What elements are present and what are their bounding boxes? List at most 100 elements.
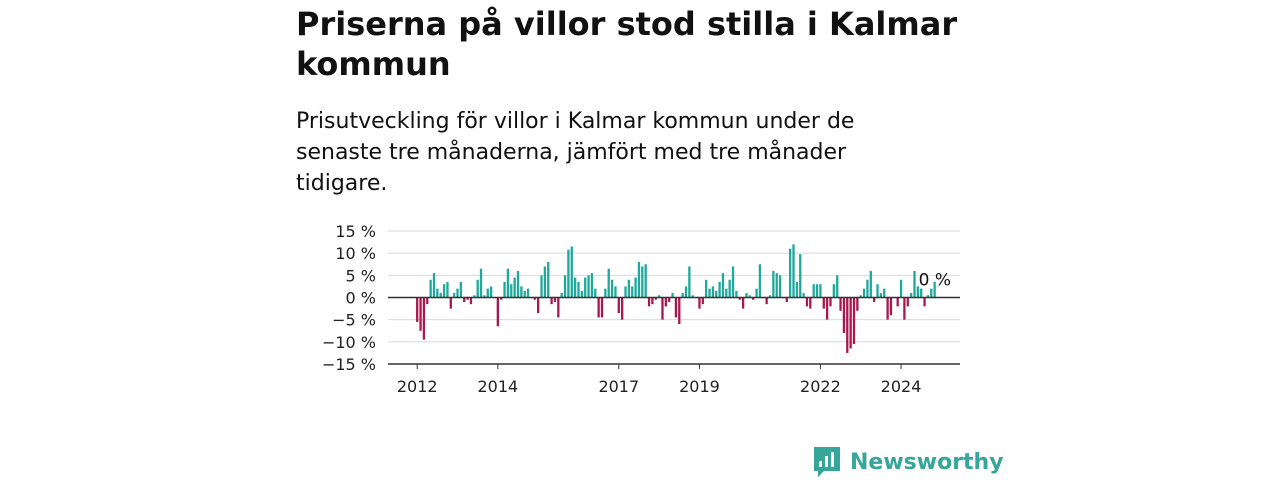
bar: [708, 288, 711, 298]
bar: [604, 288, 607, 298]
bar: [721, 273, 725, 298]
bar: [567, 249, 570, 298]
bar: [678, 297, 681, 325]
bar: [439, 293, 442, 298]
bar: [641, 266, 644, 298]
bar: [805, 297, 809, 307]
bar: [513, 277, 516, 298]
bar: [795, 281, 799, 298]
bar: [758, 264, 762, 298]
bar: [654, 297, 657, 300]
bar: [537, 297, 540, 314]
bar: [617, 297, 620, 314]
bar: [577, 281, 580, 298]
bar: [711, 286, 715, 298]
bar: [741, 297, 745, 309]
bar: [621, 297, 624, 320]
bar: [822, 297, 825, 309]
bar: [829, 297, 832, 307]
bar: [681, 293, 684, 298]
bar: [815, 284, 819, 298]
bar: [668, 297, 671, 302]
bar: [671, 293, 674, 298]
bar: [607, 268, 610, 298]
bar: [839, 297, 842, 311]
bar: [446, 281, 449, 298]
end-value-label: 0 %: [919, 271, 951, 291]
bar: [886, 297, 889, 320]
bar: [627, 279, 631, 298]
bar: [637, 262, 641, 298]
bar: [644, 264, 647, 298]
brand-name: Newsworthy: [850, 449, 1004, 475]
bar: [661, 297, 664, 320]
bar: [674, 297, 678, 318]
bar: [506, 268, 510, 298]
bar: [600, 297, 604, 318]
bar: [772, 270, 775, 298]
bar: [651, 297, 654, 305]
bar: [533, 297, 536, 300]
bar: [570, 246, 573, 298]
bar: [701, 297, 704, 305]
chart-title: Priserna på villor stod stilla i Kalmar …: [296, 5, 958, 83]
bar: [731, 266, 735, 298]
bar: [718, 281, 721, 298]
bar: [547, 262, 550, 298]
bar: [587, 275, 590, 298]
bar: [684, 286, 688, 298]
bar: [876, 284, 879, 298]
x-tick-label: 2012: [397, 377, 438, 396]
bar: [738, 297, 741, 300]
bar: [775, 273, 778, 298]
bar: [819, 284, 822, 298]
bar: [832, 284, 835, 298]
bar: [476, 279, 479, 298]
bar: [631, 286, 634, 298]
bar: [634, 277, 637, 298]
bar: [906, 297, 909, 307]
bar: [883, 288, 886, 298]
bar: [563, 275, 567, 298]
bar: [789, 248, 792, 298]
bar: [584, 277, 587, 298]
bar: [553, 297, 557, 302]
bar: [516, 270, 520, 298]
bar: [909, 293, 913, 298]
y-tick-label: −10 %: [322, 333, 376, 352]
y-tick-label: 5 %: [346, 266, 376, 285]
bar: [688, 266, 691, 298]
bar: [419, 297, 422, 331]
bar: [557, 297, 560, 318]
bar: [842, 297, 846, 333]
bar: [755, 288, 758, 298]
bar: [479, 268, 483, 298]
bar: [728, 279, 731, 298]
bar: [610, 279, 614, 298]
bar: [698, 297, 701, 309]
bar: [926, 295, 930, 298]
bar: [896, 297, 899, 307]
bar: [799, 254, 802, 298]
bar: [614, 286, 617, 298]
bar: [473, 295, 476, 298]
newsworthy-logo-icon: [814, 447, 840, 477]
bar: [725, 288, 728, 298]
bar: [422, 297, 426, 340]
bar: [594, 288, 597, 298]
bar: [852, 297, 856, 345]
y-tick-label: −5 %: [332, 311, 376, 330]
x-tick-label: 2022: [800, 377, 841, 396]
bar: [442, 284, 446, 298]
x-tick-label: 2024: [881, 377, 922, 396]
bar: [768, 295, 772, 298]
bar: [792, 244, 795, 298]
bar-chart: 15 % 10 % 5 % 0 % −5 % −10 % −15 % 2012 2014 2017…: [322, 222, 960, 396]
bar: [466, 297, 469, 300]
bar: [456, 288, 459, 298]
bar: [432, 273, 436, 298]
bar: [523, 290, 526, 298]
bar: [899, 279, 903, 298]
y-tick-label: 0 %: [346, 289, 376, 308]
bar: [765, 297, 768, 305]
